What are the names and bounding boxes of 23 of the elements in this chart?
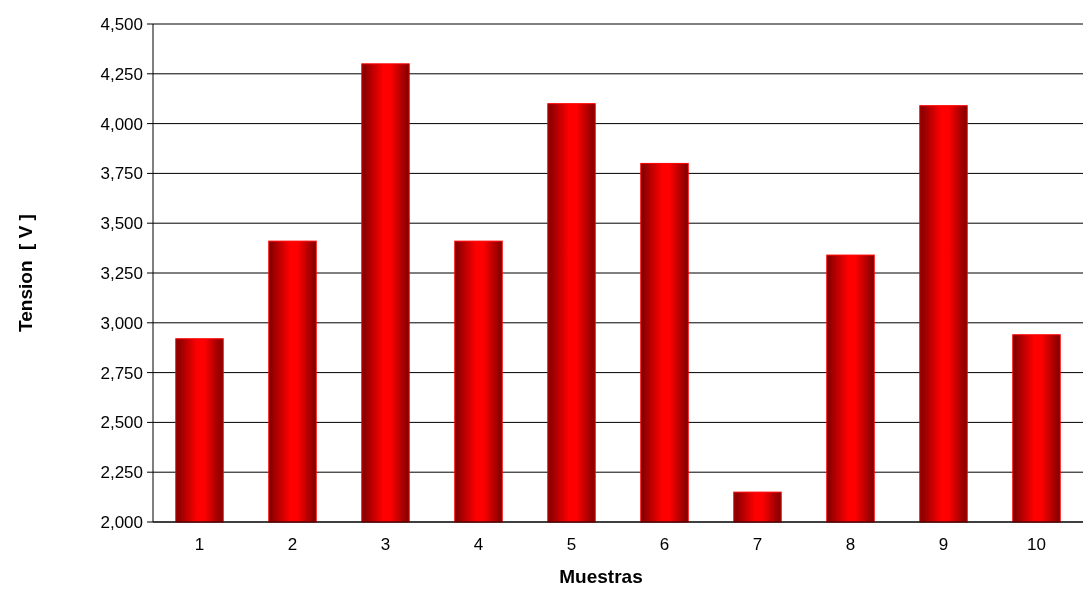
x-tick-label: 10 [1027,535,1046,554]
y-axis-title: Tension [ V ] [15,214,36,332]
x-tick-label: 5 [566,535,577,554]
y-tick-label: 3,250 [100,263,143,283]
y-tick-label: 2,000 [100,512,143,532]
x-tick-label: 6 [659,535,670,554]
x-tick-label: 7 [752,535,763,554]
x-tick-label: 4 [473,535,484,554]
x-tick-label: 2 [287,535,298,554]
x-tick-label: 8 [845,535,856,554]
y-tick-label: 3,000 [100,313,143,333]
y-tick-label: 2,250 [100,463,143,483]
x-tick-label: 3 [380,535,391,554]
x-tick-label: 1 [194,535,205,554]
y-tick-label: 4,250 [100,64,143,84]
y-tick-label: 3,500 [100,214,143,234]
x-tick-label: 9 [938,535,949,554]
y-tick-label: 4,000 [100,114,143,134]
y-tick-label: 4,500 [100,14,143,34]
y-tick-label: 2,750 [100,363,143,383]
y-tick-label: 3,750 [100,164,143,184]
x-axis-title: Muestras [559,566,643,587]
y-tick-label: 2,500 [100,413,143,433]
